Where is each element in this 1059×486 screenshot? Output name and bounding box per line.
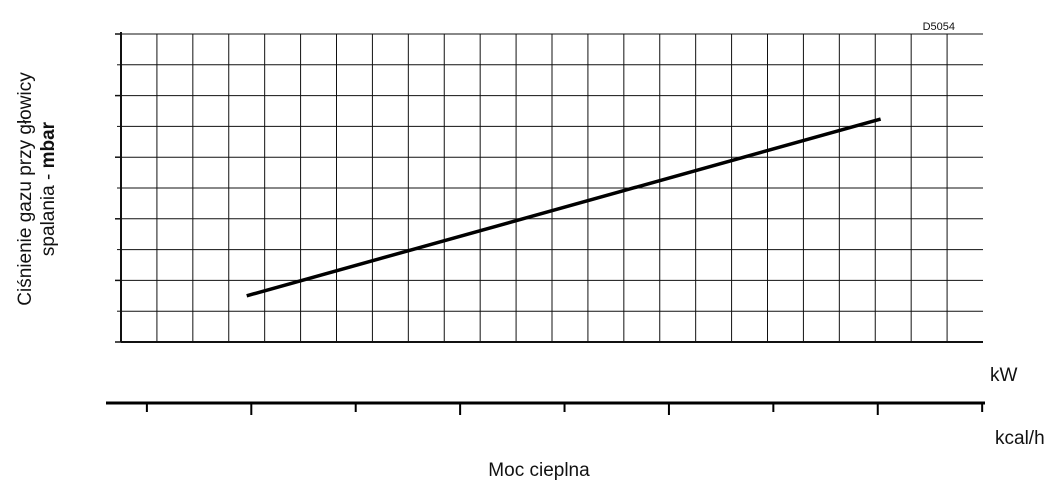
series-group — [246, 117, 882, 298]
axes — [115, 32, 983, 343]
x-axis-label: Moc cieplna — [488, 460, 590, 481]
x-unit-kcal: kcal/h — [995, 428, 1045, 449]
grid — [121, 33, 983, 342]
kcal-axis — [106, 401, 985, 415]
doc-code: D5054 — [923, 21, 955, 33]
y-axis-unit: mbar — [38, 121, 59, 168]
series-line — [246, 117, 882, 298]
x-unit-kw: kW — [990, 365, 1018, 386]
y-axis-label-line1: Ciśnienie gazu przy głowicy — [15, 72, 36, 306]
y-axis-label: Ciśnienie gazu przy głowicy spalania - m… — [15, 72, 59, 306]
y-axis-label-line2: spalania - mbar — [38, 121, 59, 256]
y-axis-label-text: spalania - — [38, 168, 59, 256]
